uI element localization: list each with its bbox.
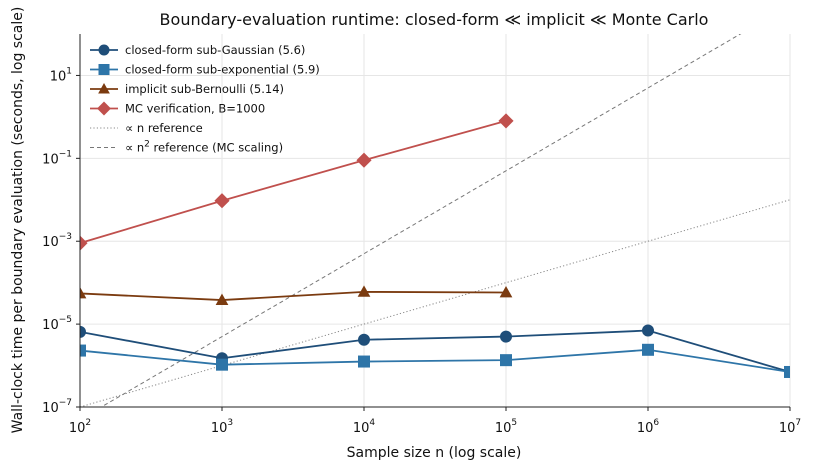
legend-label-text: closed-form sub-Gaussian (5.6) <box>125 43 305 57</box>
series-4 <box>80 199 790 407</box>
legend-label-text: ∝ n <box>125 141 144 155</box>
y-tick-base: 10 <box>42 318 59 333</box>
y-tick-base: 10 <box>50 69 67 84</box>
legend-label: closed-form sub-exponential (5.9) <box>125 63 320 77</box>
data-point <box>358 355 370 368</box>
y-tick-label: 10−5 <box>42 315 72 333</box>
series-0 <box>80 324 790 378</box>
y-tick-base: 10 <box>42 235 59 250</box>
series-line <box>80 329 790 373</box>
y-tick-exponent: −1 <box>59 149 72 159</box>
x-axis-label: Sample size n (log scale) <box>347 445 522 461</box>
chart-title: Boundary-evaluation runtime: closed-form… <box>160 10 709 29</box>
x-tick-exponent: 4 <box>369 418 375 428</box>
y-tick-base: 10 <box>42 401 59 416</box>
series-line <box>80 290 507 301</box>
y-tick-exponent: 1 <box>66 66 72 76</box>
legend-marker <box>98 64 110 75</box>
legend-label: ∝ n reference <box>125 121 203 135</box>
y-tick-label: 10−1 <box>42 149 72 167</box>
data-point <box>358 333 370 346</box>
series-3 <box>80 113 514 251</box>
y-axis-label: Wall-clock time per boundary evaluation … <box>10 7 26 434</box>
data-point <box>214 193 230 209</box>
x-tick-exponent: 5 <box>511 418 517 428</box>
x-tick-exponent: 2 <box>85 418 91 428</box>
legend-item: ∝ n reference <box>90 121 203 135</box>
data-point <box>499 285 513 298</box>
x-tick-label: 105 <box>495 418 517 436</box>
series-line <box>80 120 507 244</box>
series-line <box>80 348 790 373</box>
data-point <box>500 330 512 343</box>
x-tick-label: 102 <box>69 418 91 436</box>
x-tick-base: 10 <box>69 421 86 436</box>
legend-item: ∝ n2 reference (MC scaling) <box>90 140 283 155</box>
reference-line <box>80 199 790 407</box>
series-1 <box>80 343 790 378</box>
legend-marker <box>97 101 111 116</box>
x-tick-exponent: 6 <box>653 418 659 428</box>
x-tick-base: 10 <box>637 421 654 436</box>
y-tick-exponent: −3 <box>59 232 72 242</box>
y-tick-exponent: −7 <box>59 398 72 408</box>
data-point <box>80 325 86 338</box>
y-tick-label: 10−3 <box>42 232 72 250</box>
data-point <box>356 152 372 168</box>
reference-lines <box>80 34 790 407</box>
y-tick-base: 10 <box>42 152 59 167</box>
legend-label-suffix: reference (MC scaling) <box>150 141 283 155</box>
y-tick-label: 101 <box>50 66 72 84</box>
legend-item: closed-form sub-exponential (5.9) <box>90 63 320 77</box>
legend-label: closed-form sub-Gaussian (5.6) <box>125 43 305 57</box>
series-2 <box>80 285 513 305</box>
x-tick-label: 106 <box>637 418 660 436</box>
data-point <box>215 293 229 305</box>
legend-item: MC verification, B=1000 <box>90 102 265 116</box>
data-point <box>500 354 512 367</box>
data-point <box>80 286 87 299</box>
x-tick-label: 103 <box>211 418 233 436</box>
data-point <box>80 235 88 251</box>
data-point <box>642 343 654 356</box>
legend-label-text: closed-form sub-exponential (5.9) <box>125 63 320 77</box>
legend-item: closed-form sub-Gaussian (5.6) <box>90 43 305 57</box>
legend-marker <box>98 44 110 56</box>
data-point <box>498 113 514 129</box>
data-point <box>784 365 790 378</box>
data-series <box>80 113 790 378</box>
axes <box>79 34 790 408</box>
legend-marker <box>98 82 110 94</box>
x-tick-base: 10 <box>211 421 228 436</box>
legend-label: implicit sub-Bernoulli (5.14) <box>125 82 284 96</box>
data-point <box>216 358 228 371</box>
x-tick-base: 10 <box>779 421 796 436</box>
data-point <box>642 324 654 337</box>
data-point <box>357 285 371 297</box>
x-tick-labels: 102 103 104 105 106 107 <box>69 407 801 436</box>
legend-label: MC verification, B=1000 <box>125 102 265 116</box>
legend: closed-form sub-Gaussian (5.6) closed-for… <box>90 43 320 155</box>
x-tick-exponent: 3 <box>227 418 233 428</box>
x-tick-label: 104 <box>353 418 376 436</box>
legend-item: implicit sub-Bernoulli (5.14) <box>90 82 284 96</box>
x-tick-exponent: 7 <box>795 418 801 428</box>
legend-label-superscript: 2 <box>144 140 150 150</box>
legend-label-text: ∝ n reference <box>125 121 203 135</box>
legend-label-text: MC verification, B=1000 <box>125 102 265 116</box>
x-tick-base: 10 <box>495 421 512 436</box>
x-tick-label: 107 <box>779 418 801 436</box>
data-point <box>80 344 86 357</box>
y-tick-exponent: −5 <box>59 315 72 325</box>
y-tick-label: 10−7 <box>42 398 72 416</box>
legend-label-text: implicit sub-Bernoulli (5.14) <box>125 82 284 96</box>
x-tick-base: 10 <box>353 421 370 436</box>
legend-label: ∝ n2 reference (MC scaling) <box>125 140 283 155</box>
